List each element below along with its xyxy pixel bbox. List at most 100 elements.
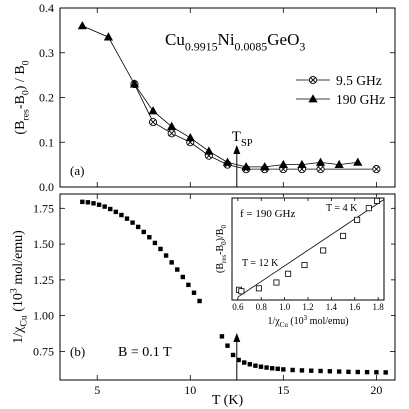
label-part: Ni [218, 30, 235, 49]
data-point [316, 165, 325, 174]
y-tick-label: 1.50 [33, 237, 54, 251]
data-point [163, 253, 169, 258]
data-point [135, 224, 141, 230]
data-point [113, 209, 119, 215]
label-part: 0 [220, 241, 228, 245]
inset-annotation: T = 12 K [242, 258, 279, 269]
label-part: (10 [11, 293, 26, 315]
inset-frequency: f = 190 GHz [240, 208, 296, 220]
y-tick-label: 0.0 [39, 180, 54, 194]
label-part: T [232, 129, 241, 145]
data-point [124, 216, 130, 221]
label-part: Cu [165, 30, 185, 49]
panel-b-frame [59, 193, 396, 381]
data-point [327, 369, 333, 374]
label-part: 3 [299, 39, 305, 53]
data-point [167, 129, 176, 138]
inset-background [202, 197, 391, 333]
data-point [255, 285, 262, 292]
data-point [374, 370, 379, 375]
data-point [320, 247, 327, 254]
data-point [80, 199, 85, 205]
x-tick-label: 15 [277, 383, 289, 397]
data-point [169, 260, 174, 265]
label-part: Cu [280, 321, 289, 329]
data-point [364, 369, 370, 375]
label-part: 1/χ [11, 326, 26, 344]
data-point [285, 270, 292, 277]
label-part: (B [215, 263, 226, 273]
figure-annotations: TSP [232, 129, 253, 380]
inset-annotation: T = 4 K [326, 203, 358, 214]
data-point [102, 204, 107, 209]
data-point [340, 232, 347, 239]
y-tick-label: 0.4 [39, 1, 54, 15]
data-point [354, 216, 361, 223]
tsp-arrowhead-a [233, 145, 241, 154]
y-axis-label: 1/χCu (103 mol/emu) [9, 230, 30, 344]
data-point [180, 274, 186, 280]
data-point [373, 197, 380, 204]
label-part: GeO [267, 30, 299, 49]
fit-line [237, 199, 385, 298]
data-point [258, 364, 264, 369]
data-point [191, 290, 197, 295]
label-part: 3 [9, 288, 20, 293]
data-point [281, 367, 286, 372]
data-point [309, 368, 314, 373]
panel-label: (b) [70, 344, 85, 359]
data-point [269, 366, 275, 371]
label-part: 0.0085 [235, 39, 268, 53]
data-point [238, 288, 245, 295]
data-point [230, 352, 236, 358]
tsp-arrowhead-b [233, 333, 241, 342]
data-point [264, 365, 269, 370]
y-axis-label: (Bres-B0) / B0 [13, 60, 31, 134]
x-tick-label: 0.6 [232, 302, 244, 312]
legend-label: 190 GHz [336, 92, 385, 107]
data-point [346, 369, 351, 375]
data-point [130, 220, 135, 225]
x-tick-label: 5 [94, 383, 100, 397]
data-point [225, 343, 230, 348]
label-part: 1/χ [267, 316, 280, 327]
data-point [336, 369, 342, 374]
data-point [315, 157, 326, 166]
label-part: mol/emu) [307, 316, 348, 327]
legend-marker [308, 94, 318, 103]
label-part: mol/emu) [11, 230, 26, 288]
data-point [158, 246, 163, 252]
x-tick-label: 1.4 [326, 302, 338, 312]
label-part: 0.9915 [185, 39, 218, 53]
data-point [318, 368, 323, 374]
data-point [222, 157, 233, 166]
label-part: 0 [20, 90, 31, 95]
y-tick-label: 0.1 [39, 135, 54, 149]
data-point [372, 165, 381, 174]
data-point [91, 201, 96, 206]
data-point [247, 362, 253, 367]
data-point [353, 157, 363, 166]
data-point [185, 132, 195, 142]
data-point [275, 366, 280, 372]
label-part: Cu [18, 315, 29, 327]
y-tick-label: 1.25 [33, 273, 54, 287]
panel-a: 0.00.10.20.30.4(Bres-B0) / B0(a)9.5 GHz1… [13, 1, 396, 194]
data-point [167, 121, 177, 130]
data-point [108, 206, 113, 212]
data-point [236, 357, 241, 363]
data-point [383, 370, 388, 375]
data-point [242, 360, 247, 365]
legend-label: 9.5 GHz [336, 73, 382, 88]
x-tick-label: 1.0 [279, 302, 291, 312]
data-point [334, 159, 344, 169]
data-point [152, 240, 158, 246]
data-point [147, 235, 152, 240]
data-point [204, 146, 214, 155]
label-part: SP [241, 138, 253, 149]
data-point [355, 369, 360, 375]
data-point [219, 334, 225, 339]
data-point [299, 368, 305, 373]
legend: 9.5 GHz 190 GHz [296, 73, 385, 107]
label-part: res [220, 255, 228, 263]
